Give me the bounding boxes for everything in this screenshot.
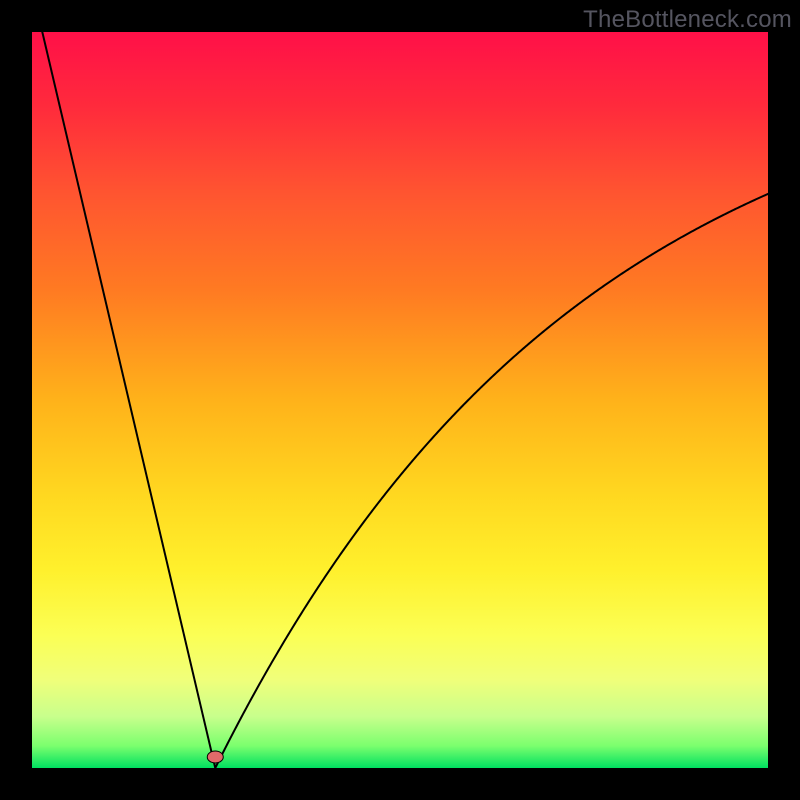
curve-svg bbox=[32, 32, 768, 768]
watermark-text: TheBottleneck.com bbox=[583, 6, 792, 34]
chart-frame: TheBottleneck.com bbox=[0, 0, 800, 800]
plot-area bbox=[32, 32, 768, 768]
minimum-marker bbox=[207, 751, 223, 763]
gradient-background bbox=[32, 32, 768, 768]
